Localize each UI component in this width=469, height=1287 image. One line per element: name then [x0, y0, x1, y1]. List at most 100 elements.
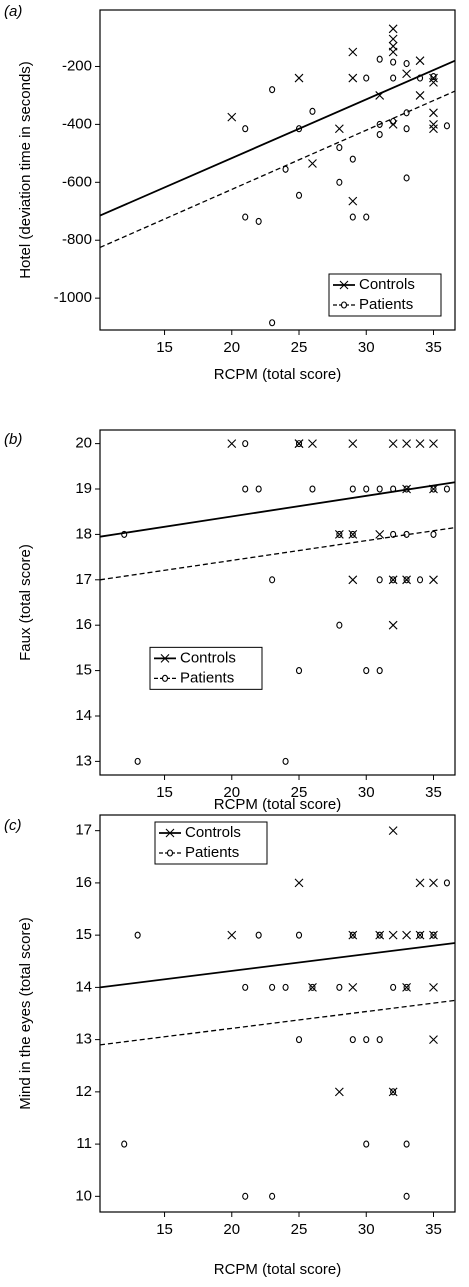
circle-point — [242, 440, 249, 448]
x-tick-label: 20 — [223, 339, 240, 356]
y-tick-label: 17 — [75, 571, 92, 588]
y-tick-label: -600 — [62, 173, 92, 190]
fit-line — [99, 999, 456, 1046]
circle-point — [349, 931, 356, 939]
cross-point — [388, 575, 398, 585]
plot-frame — [99, 429, 456, 776]
cross-point — [348, 530, 358, 539]
cross-point — [388, 34, 398, 44]
legend-label: Patients — [359, 296, 413, 313]
circle-point — [390, 1088, 397, 1096]
cross-point — [388, 47, 398, 57]
circle-point — [309, 485, 316, 493]
circle-point — [134, 757, 141, 765]
y-axis-label: Faux (total score) — [17, 544, 34, 661]
circle-point — [242, 213, 249, 221]
fit-line — [99, 526, 456, 581]
circle-point — [363, 1140, 370, 1148]
cross-point — [415, 930, 425, 940]
circle-point — [443, 122, 450, 130]
circle-point — [403, 576, 410, 584]
cross-point — [348, 575, 358, 585]
circle-point — [242, 983, 249, 991]
circle-point — [336, 621, 343, 629]
circle-point — [403, 983, 410, 991]
circle-point — [376, 131, 383, 138]
cross-point — [402, 484, 411, 494]
circle-point — [269, 983, 276, 991]
y-tick-label: 14 — [75, 707, 92, 724]
cross-point — [402, 439, 411, 449]
cross-point — [334, 124, 344, 134]
cross-point — [388, 439, 398, 449]
circle-point — [403, 174, 410, 182]
cross-point — [388, 826, 398, 836]
circle-point — [430, 530, 437, 538]
circle-point — [121, 530, 128, 538]
cross-point — [388, 930, 398, 940]
legend-marker — [166, 849, 174, 857]
circle-point — [430, 931, 437, 939]
y-tick-label: -800 — [62, 231, 92, 248]
y-tick-label: 18 — [75, 525, 92, 542]
y-tick-label: 16 — [75, 616, 92, 633]
circle-point — [390, 530, 397, 538]
cross-point — [402, 575, 411, 585]
x-tick-label: 15 — [156, 1221, 173, 1238]
circle-point — [269, 319, 276, 327]
cross-point — [227, 112, 237, 122]
x-axis-label: RCPM (total score) — [214, 796, 342, 813]
circle-point — [336, 178, 343, 186]
x-tick-label: 20 — [223, 784, 240, 801]
circle-point — [390, 983, 397, 991]
circle-point — [349, 155, 356, 163]
circle-point — [336, 530, 343, 538]
circle-point — [349, 485, 356, 493]
fit-line — [99, 481, 456, 538]
plot-frame — [99, 814, 456, 1213]
circle-point — [295, 440, 303, 448]
legend-marker — [165, 828, 175, 838]
circle-point — [403, 60, 410, 68]
circle-point — [443, 879, 450, 887]
cross-point — [348, 439, 358, 449]
circle-point — [255, 931, 262, 939]
cross-point — [348, 47, 358, 57]
y-tick-label: 13 — [75, 752, 92, 769]
legend-marker — [339, 280, 349, 290]
circle-point — [295, 931, 303, 939]
circle-point — [349, 213, 356, 221]
cross-point — [348, 73, 358, 83]
y-tick-label: 16 — [75, 874, 92, 891]
x-tick-label: 35 — [425, 784, 442, 801]
y-tick-label: 13 — [75, 1031, 92, 1048]
circle-point — [269, 576, 276, 584]
circle-point — [309, 983, 316, 991]
cross-point — [334, 1087, 344, 1097]
y-axis-label: Mind in the eyes (total score) — [17, 917, 34, 1110]
circle-point — [390, 58, 397, 66]
circle-point — [376, 667, 383, 675]
y-tick-label: 12 — [75, 1083, 92, 1100]
legend-label: Patients — [185, 844, 239, 861]
y-tick-label: -200 — [62, 57, 92, 74]
circle-point — [430, 73, 437, 81]
fit-line — [99, 942, 456, 989]
x-tick-label: 35 — [425, 1221, 442, 1238]
circle-point — [403, 109, 410, 117]
y-tick-label: 15 — [75, 662, 92, 679]
circle-point — [416, 931, 424, 939]
cross-point — [429, 108, 438, 118]
circle-point — [269, 86, 276, 94]
x-tick-label: 25 — [291, 1221, 308, 1238]
x-tick-label: 15 — [156, 784, 173, 801]
circle-point — [134, 931, 141, 939]
circle-point — [390, 485, 397, 493]
circle-point — [403, 125, 410, 133]
legend-label: Patients — [180, 669, 234, 686]
cross-point — [402, 982, 411, 992]
circle-point — [390, 118, 397, 125]
cross-point — [375, 930, 385, 940]
